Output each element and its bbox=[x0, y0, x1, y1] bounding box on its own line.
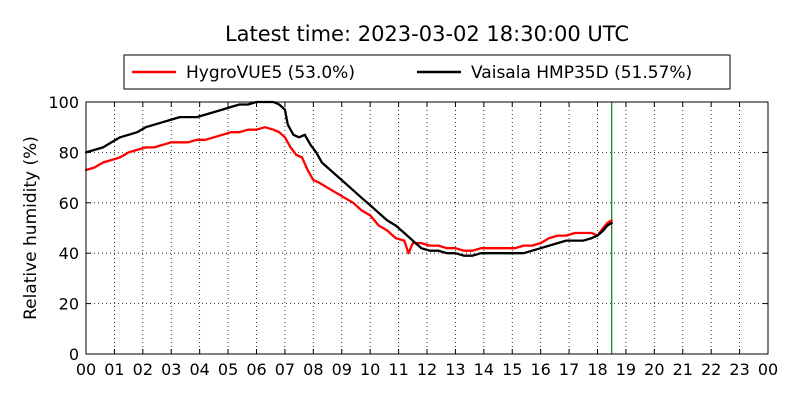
series-line-vaisala-hmp35d bbox=[84, 100, 613, 257]
x-tick-label: 11 bbox=[388, 360, 408, 379]
legend: HygroVUE5 (53.0%) Vaisala HMP35D (51.57%… bbox=[123, 54, 731, 90]
x-tick-label: 12 bbox=[417, 360, 437, 379]
x-tick-label: 21 bbox=[673, 360, 693, 379]
x-tick-label: 22 bbox=[701, 360, 721, 379]
x-tick-label: 08 bbox=[303, 360, 323, 379]
x-axis-ticks: 00 01 02 03 04 05 06 07 08 09 10 11 12 13 14 15 16 17 18 19… bbox=[76, 102, 778, 379]
legend-label-vaisala: Vaisala HMP35D (51.57%) bbox=[471, 63, 692, 83]
plot-frame bbox=[85, 101, 769, 355]
x-tick-label: 23 bbox=[729, 360, 749, 379]
x-tick-label: 07 bbox=[275, 360, 295, 379]
x-tick-label: 03 bbox=[161, 360, 181, 379]
x-tick-label: 00 bbox=[76, 360, 96, 379]
x-tick-label: 10 bbox=[360, 360, 380, 379]
x-tick-label: 15 bbox=[502, 360, 522, 379]
x-tick-label: 20 bbox=[644, 360, 664, 379]
x-tick-label: 06 bbox=[246, 360, 266, 379]
x-tick-label: 14 bbox=[474, 360, 494, 379]
x-tick-label: 01 bbox=[104, 360, 124, 379]
y-axis-label: Relative humidity (%) bbox=[21, 136, 41, 320]
y-tick-label: 60 bbox=[59, 194, 79, 213]
x-tick-label: 16 bbox=[530, 360, 550, 379]
y-tick-label: 20 bbox=[59, 295, 79, 314]
y-axis-ticks: 0 20 40 60 80 100 bbox=[48, 93, 768, 364]
series-lines bbox=[84, 100, 613, 257]
x-tick-label: 02 bbox=[133, 360, 153, 379]
y-tick-label: 40 bbox=[59, 244, 79, 263]
chart-title: Latest time: 2023-03-02 18:30:00 UTC bbox=[225, 22, 629, 46]
x-tick-label: 09 bbox=[332, 360, 352, 379]
x-tick-label: 13 bbox=[445, 360, 465, 379]
y-tick-label: 80 bbox=[59, 143, 79, 162]
x-tick-label: 17 bbox=[559, 360, 579, 379]
grid bbox=[86, 102, 768, 354]
y-tick-label: 0 bbox=[69, 345, 79, 364]
x-tick-label: 04 bbox=[189, 360, 209, 379]
legend-label-hygrovue5: HygroVUE5 (53.0%) bbox=[186, 63, 355, 83]
x-tick-label: 18 bbox=[587, 360, 607, 379]
series-line-hygrovue5 bbox=[84, 126, 613, 255]
y-tick-label: 100 bbox=[48, 93, 79, 112]
x-tick-label: 00 bbox=[758, 360, 778, 379]
x-tick-label: 05 bbox=[218, 360, 238, 379]
x-tick-label: 19 bbox=[616, 360, 636, 379]
